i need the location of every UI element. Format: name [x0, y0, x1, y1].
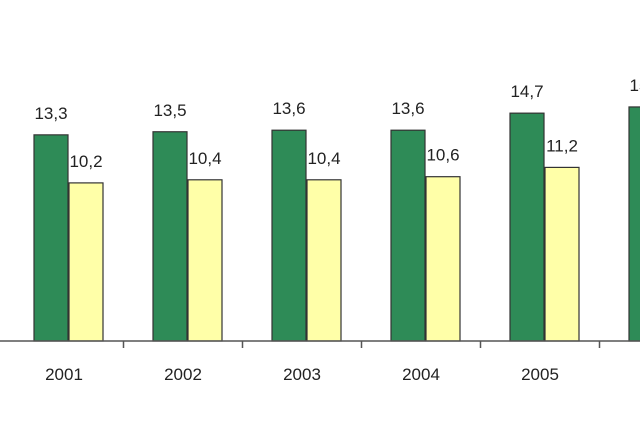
x-tick-label-2002: 2002 [164, 365, 202, 384]
bar-2004-s2 [425, 176, 461, 342]
x-tick-label-2001: 2001 [45, 365, 83, 384]
data-label-2006-s1: 15,1 [629, 76, 640, 95]
data-label-2004-s1: 13,6 [391, 99, 424, 118]
x-tick-label-2003: 2003 [283, 365, 321, 384]
data-label-2005-s2: 11,2 [546, 136, 578, 155]
data-label-2003-s1: 13,6 [272, 99, 305, 118]
data-label-2002-s1: 13,5 [153, 101, 186, 120]
data-label-2001-s1: 13,3 [34, 104, 67, 123]
data-label-2003-s2: 10,4 [307, 149, 340, 168]
bar-2002-s2 [187, 179, 223, 342]
x-ticks-layer: 200120022003200420052006 [45, 341, 601, 384]
bar-2001-s1 [33, 134, 69, 342]
bar-2003-s2 [306, 179, 342, 342]
bar-2006-s1 [628, 106, 640, 342]
bar-2004-s1 [390, 129, 426, 342]
data-label-2002-s2: 10,4 [188, 149, 221, 168]
bar-2005-s1 [509, 112, 545, 342]
data-labels-layer: 13,3 10,2 13,5 10,4 13,6 10,4 13,6 10,6 14,7 11,2… [34, 76, 640, 171]
data-label-2004-s2: 10,6 [426, 146, 459, 165]
bars-layer [33, 106, 640, 342]
x-tick-label-2004: 2004 [402, 365, 440, 384]
data-label-2005-s1: 14,7 [510, 82, 543, 101]
bar-2005-s2 [544, 166, 580, 342]
data-label-2001-s2: 10,2 [69, 152, 102, 171]
bar-2003-s1 [271, 129, 307, 342]
x-tick-label-2005: 2005 [521, 365, 559, 384]
bar-2002-s1 [152, 131, 188, 342]
bar-2001-s2 [68, 182, 104, 342]
